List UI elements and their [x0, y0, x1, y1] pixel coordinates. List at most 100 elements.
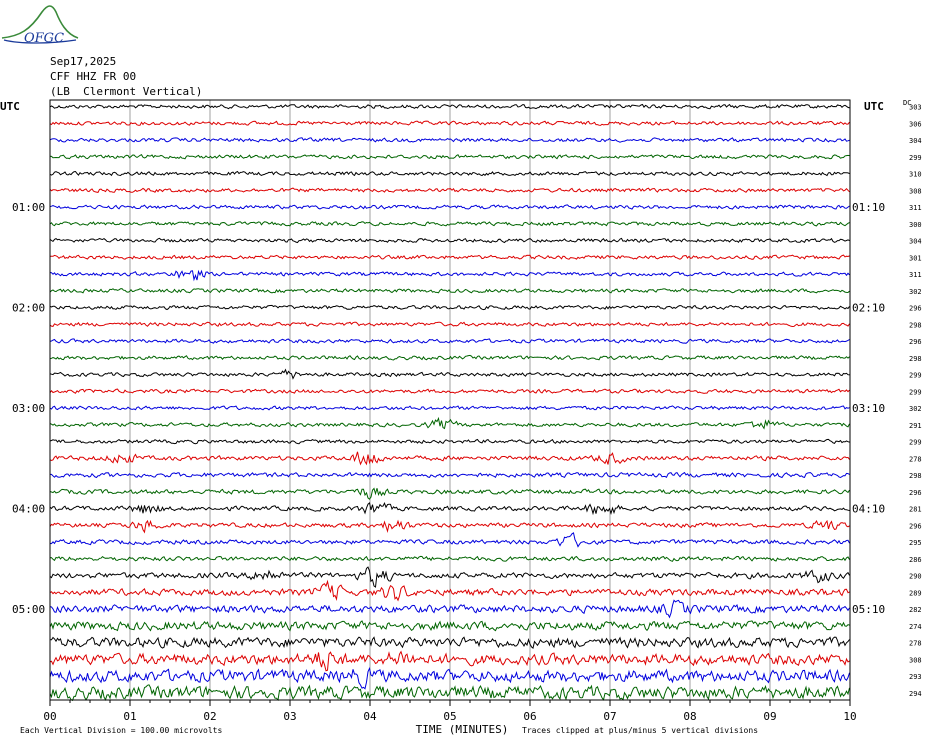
dc-offset-label: 301 — [909, 254, 922, 262]
left-hour-label: 01:00 — [12, 201, 45, 214]
dc-offset-label: 296 — [909, 338, 922, 346]
x-tick-label: 04 — [363, 710, 377, 723]
dc-offset-label: 282 — [909, 606, 922, 614]
clip-note: Traces clipped at plus/minus 5 vertical … — [522, 726, 758, 735]
dc-offset-label: 299 — [909, 388, 922, 396]
left-hour-label: 03:00 — [12, 402, 45, 415]
dc-offset-label: 294 — [909, 690, 922, 698]
trace-line — [49, 237, 850, 244]
trace-line — [49, 304, 850, 311]
dc-offset-label: 300 — [909, 221, 922, 229]
x-tick-label: 03 — [283, 710, 296, 723]
dc-offset-label: 290 — [909, 573, 922, 581]
trace-line — [49, 120, 850, 126]
dc-offset-label: 299 — [909, 372, 922, 380]
trace-line — [50, 636, 850, 649]
logo-text: OFGC — [24, 31, 64, 46]
seismic-traces — [49, 103, 850, 702]
right-hour-label: 01:10 — [852, 201, 885, 214]
trace-line — [49, 579, 850, 602]
trace-line — [50, 471, 850, 479]
trace-line — [49, 416, 850, 430]
dc-offset-label: 306 — [909, 120, 922, 128]
dc-offset-label: 296 — [909, 522, 922, 530]
scale-note: Each Vertical Division = 100.00 microvol… — [20, 726, 222, 735]
trace-line — [49, 354, 850, 361]
trace-line — [49, 666, 850, 690]
trace-line — [49, 519, 850, 534]
grid — [129, 100, 771, 700]
trace-line — [49, 187, 850, 193]
left-utc-title: UTC — [0, 100, 20, 113]
trace-line — [49, 221, 850, 227]
trace-line — [49, 566, 850, 588]
dc-offset-label: 299 — [909, 439, 922, 447]
trace-line — [49, 254, 850, 260]
dc-offset-label: 308 — [909, 187, 922, 195]
logo-mountain — [1, 5, 79, 39]
dc-offset-label: 286 — [909, 556, 922, 564]
left-hour-label: 04:00 — [12, 503, 45, 516]
logo-swoosh — [3, 39, 77, 44]
dc-offset-label: 302 — [909, 288, 922, 296]
trace-line — [49, 368, 850, 380]
right-hour-label: 04:10 — [852, 503, 885, 516]
trace-line — [49, 650, 850, 672]
trace-line — [49, 451, 850, 466]
dc-offset-label: 298 — [909, 355, 922, 363]
dc-offset-label: 278 — [909, 455, 922, 463]
trace-line — [49, 487, 850, 500]
right-hour-label: 05:10 — [852, 603, 885, 616]
x-tick-label: 01 — [123, 710, 136, 723]
trace-line — [49, 388, 850, 394]
dc-offset-label: 304 — [909, 238, 922, 246]
dc-offset-label: 310 — [909, 171, 922, 179]
x-tick-label: 08 — [683, 710, 696, 723]
dc-title: DC — [903, 99, 911, 107]
dc-offset-label: 308 — [909, 656, 922, 664]
dc-offset-label: 281 — [909, 506, 922, 514]
left-hour-label: 05:00 — [12, 603, 45, 616]
dc-offset-label: 311 — [909, 271, 922, 279]
dc-offset-label: 303 — [909, 104, 922, 112]
x-tick-label: 02 — [203, 710, 216, 723]
trace-line — [49, 438, 850, 445]
station-label: CFF HHZ FR 00 — [50, 70, 137, 83]
dc-offset-label: 298 — [909, 321, 922, 329]
date-label: Sep17,2025 — [50, 55, 117, 68]
location-label: (LB Clermont Vertical) — [50, 85, 203, 98]
right-utc-title: UTC — [864, 100, 884, 113]
trace-line — [49, 288, 850, 294]
trace-line — [49, 405, 850, 411]
dc-offset-label: 311 — [909, 204, 922, 212]
dc-offset-label: 291 — [909, 422, 922, 430]
trace-line — [49, 204, 850, 210]
dc-offset-label: 299 — [909, 154, 922, 162]
dc-offset-label: 304 — [909, 137, 922, 145]
trace-line — [49, 269, 850, 282]
x-axis-title: TIME (MINUTES) — [416, 723, 509, 736]
trace-line — [49, 684, 850, 702]
x-tick-label: 05 — [443, 710, 456, 723]
axis-labels: UTC UTC DC 01:00 02:00 03:00 04:00 05:00 01:10 02… — [0, 99, 922, 736]
trace-line — [49, 620, 850, 632]
dc-offset-label: 274 — [909, 623, 922, 631]
trace-line — [49, 599, 850, 619]
right-hour-label: 02:10 — [852, 302, 885, 315]
trace-line — [49, 338, 850, 344]
ofgc-logo: OFGC — [1, 5, 79, 46]
right-hour-label: 03:10 — [852, 402, 885, 415]
x-tick-label: 07 — [603, 710, 616, 723]
dc-offset-label: 296 — [909, 305, 922, 313]
x-tick-label: 10 — [843, 710, 856, 723]
trace-line — [49, 137, 850, 143]
left-hour-label: 02:00 — [12, 302, 45, 315]
x-tick-label: 06 — [523, 710, 536, 723]
trace-line — [49, 170, 850, 177]
dc-offset-label: 302 — [909, 405, 922, 413]
trace-line — [49, 103, 850, 110]
trace-line — [49, 532, 850, 548]
trace-line — [49, 501, 850, 516]
dc-offset-label: 289 — [909, 589, 922, 597]
